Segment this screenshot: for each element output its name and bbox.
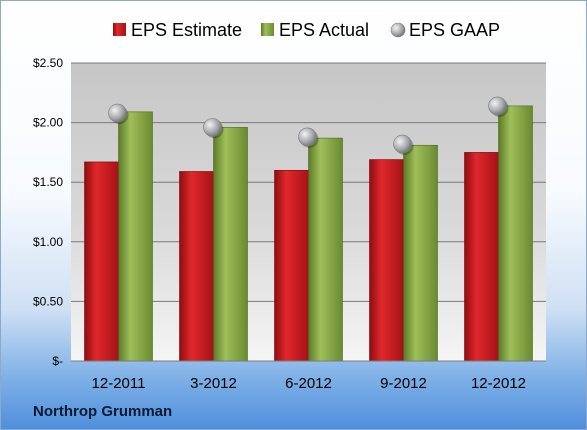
legend-swatch-eps-actual [261,23,274,36]
bar-eps-actual [308,137,343,362]
y-tick-label: $1.00 [33,235,63,249]
y-tick-label: $1.50 [33,175,63,189]
y-tick-label: $2.00 [33,116,63,130]
legend-swatch-eps-estimate [113,23,126,36]
x-category-label: 9-2012 [380,375,427,392]
bar-eps-actual [118,111,153,362]
y-tick-label: $- [52,354,63,368]
legend-label: EPS Estimate [131,20,242,40]
x-category-label: 12-2011 [92,375,146,392]
legend-label: EPS GAAP [409,20,500,40]
marker-eps-gaap [488,96,507,116]
company-name: Northrop Grumman [33,403,173,420]
bar-eps-actual [498,105,533,362]
bar-eps-estimate [274,169,309,362]
x-category-label: 3-2012 [190,375,237,392]
x-category-label: 12-2012 [471,375,526,392]
bar-eps-estimate [369,159,404,362]
bar-eps-actual [213,127,248,362]
marker-eps-gaap [203,118,222,137]
legend-swatch-eps-gaap [390,22,406,38]
bar-eps-estimate [464,152,499,362]
bar-eps-actual [403,144,438,362]
x-category-label: 6-2012 [285,375,332,392]
bar-eps-estimate [84,161,119,362]
marker-eps-gaap [108,103,127,123]
y-tick-label: $0.50 [33,294,63,308]
marker-eps-gaap [298,127,317,147]
bar-eps-estimate [179,171,214,362]
legend-label: EPS Actual [279,20,369,40]
marker-eps-gaap [393,134,412,154]
y-tick-label: $2.50 [33,56,63,70]
